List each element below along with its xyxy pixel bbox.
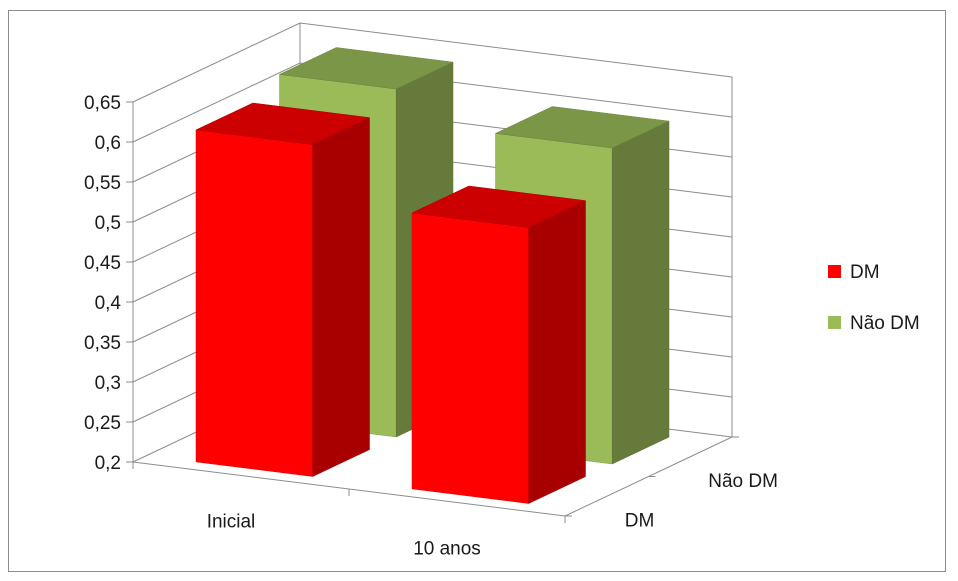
y-tick-label: 0,55 (84, 173, 121, 194)
y-tick-label: 0,2 (95, 453, 121, 474)
bar-top-face (411, 185, 587, 228)
y-tick-label: 0,6 (95, 133, 121, 154)
depth-tick-label: DM (625, 510, 655, 531)
bars (195, 47, 670, 504)
bar-top-face (195, 102, 371, 145)
y-tick-label: 0,65 (84, 93, 121, 114)
y-tick-label: 0,4 (95, 293, 122, 314)
legend-label: Não DM (850, 313, 920, 334)
bar-dm-2 (411, 185, 587, 504)
legend-label: DM (850, 262, 880, 283)
legend: DM Não DM (828, 262, 920, 334)
bar-top-face (278, 47, 454, 90)
x-tick-label: 10 anos (413, 539, 481, 560)
y-axis: 0,2 0,25 0,3 0,35 0,4 0,45 0,5 0,55 0,6 0,65 (84, 93, 133, 474)
legend-swatch (828, 316, 841, 329)
bar-front-face (195, 129, 313, 477)
y-tick-label: 0,25 (84, 413, 121, 434)
y-tick-label: 0,35 (84, 333, 121, 354)
y-tick-label: 0,5 (95, 213, 121, 234)
x-axis: Inicial 10 anos (132, 462, 566, 560)
y-tick-label: 0,45 (84, 253, 121, 274)
x-tick-label: Inicial (207, 512, 256, 533)
bar-side-face (528, 200, 586, 504)
bar-side-face (312, 117, 370, 477)
bar-dm-1 (195, 102, 371, 477)
bar-side-face (611, 120, 670, 465)
legend-swatch (828, 265, 841, 278)
bar-front-face (411, 212, 529, 504)
bar-top-face (494, 106, 670, 149)
depth-axis: DM Não DM (565, 436, 778, 531)
depth-tick-label: Não DM (708, 471, 778, 492)
y-tick-label: 0,3 (95, 373, 121, 394)
